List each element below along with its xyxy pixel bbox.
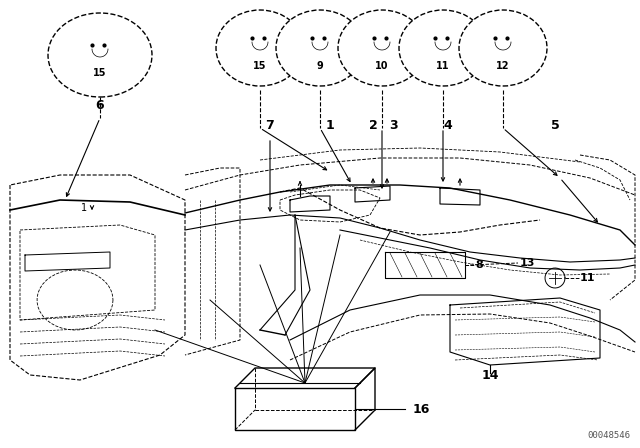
Text: 12: 12 bbox=[496, 61, 509, 71]
Text: 00048546: 00048546 bbox=[587, 431, 630, 440]
Text: 13: 13 bbox=[520, 258, 536, 268]
Text: 1: 1 bbox=[81, 203, 87, 213]
Text: 8: 8 bbox=[475, 260, 483, 270]
Text: 10: 10 bbox=[375, 61, 388, 71]
Text: 2: 2 bbox=[369, 119, 378, 132]
Ellipse shape bbox=[399, 10, 487, 86]
Text: 3: 3 bbox=[388, 119, 397, 132]
Text: 11: 11 bbox=[580, 273, 595, 283]
Text: 11: 11 bbox=[436, 61, 450, 71]
Text: 15: 15 bbox=[253, 61, 267, 71]
Text: 6: 6 bbox=[96, 99, 104, 112]
Ellipse shape bbox=[338, 10, 426, 86]
Text: 1: 1 bbox=[326, 119, 334, 132]
Text: 16: 16 bbox=[413, 402, 430, 415]
Ellipse shape bbox=[459, 10, 547, 86]
Ellipse shape bbox=[48, 13, 152, 97]
Text: 15: 15 bbox=[93, 68, 107, 78]
Text: 4: 4 bbox=[444, 119, 452, 132]
Text: 9: 9 bbox=[317, 61, 323, 71]
Text: 14: 14 bbox=[481, 369, 499, 382]
Text: 5: 5 bbox=[550, 119, 559, 132]
Text: 7: 7 bbox=[266, 119, 275, 132]
Ellipse shape bbox=[216, 10, 304, 86]
Ellipse shape bbox=[276, 10, 364, 86]
